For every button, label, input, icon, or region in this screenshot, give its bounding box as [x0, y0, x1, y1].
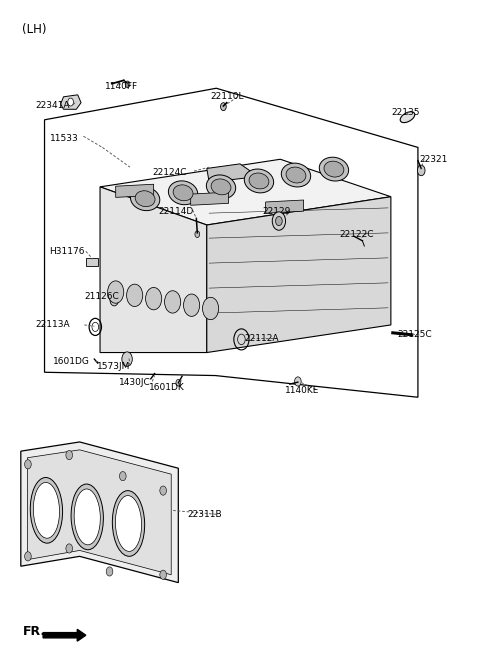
Polygon shape — [191, 192, 228, 206]
Text: 1140KE: 1140KE — [285, 386, 320, 395]
Text: 22311B: 22311B — [187, 510, 221, 518]
Text: 1601DG: 1601DG — [53, 357, 89, 365]
Circle shape — [66, 450, 72, 459]
Polygon shape — [116, 184, 154, 198]
Text: 22341A: 22341A — [35, 101, 70, 111]
Text: 22321: 22321 — [420, 154, 448, 164]
Circle shape — [418, 165, 425, 176]
Ellipse shape — [112, 491, 144, 556]
Polygon shape — [207, 197, 391, 353]
Circle shape — [295, 377, 301, 386]
Text: 22112A: 22112A — [245, 333, 279, 343]
Ellipse shape — [131, 187, 160, 211]
Circle shape — [110, 294, 119, 306]
Ellipse shape — [206, 175, 236, 199]
Text: 22122C: 22122C — [340, 229, 374, 239]
Ellipse shape — [249, 173, 269, 189]
Ellipse shape — [33, 483, 60, 538]
Text: 22135: 22135 — [392, 108, 420, 117]
Circle shape — [108, 281, 124, 303]
Circle shape — [122, 352, 132, 367]
Text: 22110L: 22110L — [211, 91, 244, 101]
Circle shape — [183, 294, 200, 316]
Circle shape — [276, 216, 282, 225]
Polygon shape — [265, 200, 303, 213]
Circle shape — [68, 98, 73, 106]
Circle shape — [160, 570, 167, 579]
Text: H31176: H31176 — [49, 247, 85, 256]
Polygon shape — [86, 258, 97, 266]
Ellipse shape — [400, 112, 415, 123]
Ellipse shape — [319, 157, 348, 181]
Text: 22129: 22129 — [263, 207, 291, 215]
Ellipse shape — [324, 161, 344, 177]
Polygon shape — [100, 159, 391, 225]
Text: 22114D: 22114D — [158, 207, 193, 215]
Circle shape — [145, 288, 162, 310]
FancyArrow shape — [43, 629, 86, 641]
Text: 11533: 11533 — [50, 135, 79, 143]
Ellipse shape — [168, 181, 198, 205]
Circle shape — [24, 552, 31, 561]
Text: 22125C: 22125C — [397, 330, 432, 339]
Text: 1573JM: 1573JM — [96, 362, 130, 371]
Circle shape — [176, 379, 180, 386]
Polygon shape — [207, 164, 251, 182]
Text: 22124C: 22124C — [152, 168, 187, 177]
Text: 1601DK: 1601DK — [149, 383, 185, 392]
Ellipse shape — [244, 169, 274, 193]
Circle shape — [24, 459, 31, 469]
Circle shape — [220, 103, 226, 111]
Polygon shape — [60, 95, 81, 109]
Ellipse shape — [74, 489, 100, 545]
Ellipse shape — [211, 179, 231, 195]
Polygon shape — [21, 442, 179, 583]
Ellipse shape — [30, 477, 62, 543]
Polygon shape — [27, 450, 171, 575]
Text: FR.: FR. — [23, 625, 46, 638]
Text: 1430JC: 1430JC — [119, 379, 151, 387]
Circle shape — [195, 231, 200, 237]
Circle shape — [106, 567, 113, 576]
Circle shape — [165, 291, 180, 313]
Ellipse shape — [115, 495, 142, 552]
Circle shape — [160, 486, 167, 495]
Ellipse shape — [286, 167, 306, 183]
Ellipse shape — [71, 484, 103, 550]
Circle shape — [272, 212, 286, 230]
Polygon shape — [100, 187, 207, 353]
Circle shape — [203, 297, 219, 320]
Circle shape — [120, 471, 126, 481]
Circle shape — [66, 544, 72, 553]
Ellipse shape — [281, 163, 311, 187]
Text: 22113A: 22113A — [35, 320, 70, 330]
Circle shape — [125, 81, 130, 88]
Text: (LH): (LH) — [22, 23, 46, 36]
Text: 21126C: 21126C — [84, 292, 119, 301]
Text: 1140FF: 1140FF — [105, 82, 138, 91]
Ellipse shape — [173, 185, 193, 201]
Ellipse shape — [135, 191, 155, 207]
Circle shape — [127, 284, 143, 306]
